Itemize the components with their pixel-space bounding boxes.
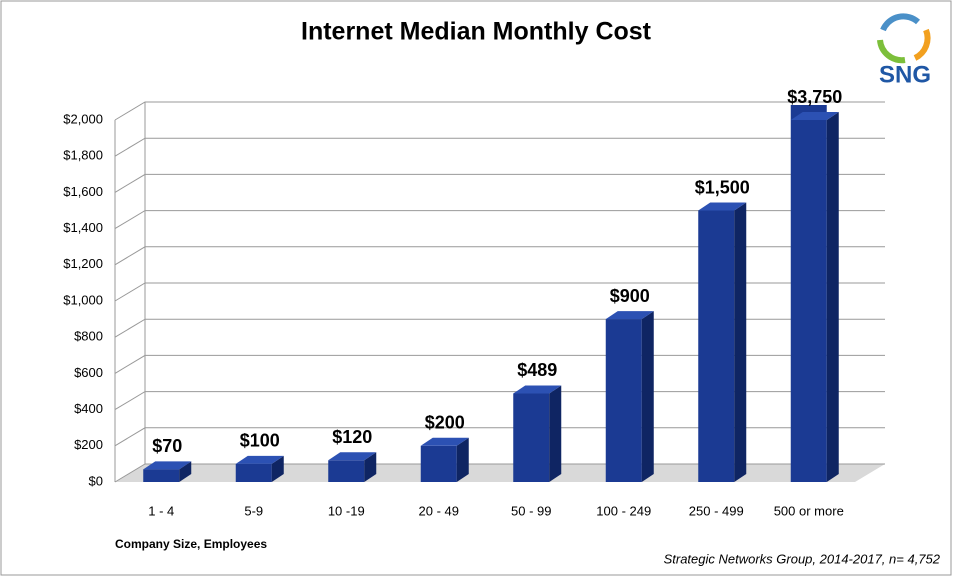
- y-tick-label: $0: [89, 473, 103, 488]
- bar-side: [179, 461, 192, 482]
- x-tick-label: 50 - 99: [511, 503, 551, 518]
- bar-side: [641, 311, 654, 482]
- bars: [143, 105, 827, 482]
- y-tick-label: $200: [74, 437, 103, 452]
- logo: SNG: [877, 13, 931, 88]
- value-label: $900: [610, 286, 650, 306]
- logo-text: SNG: [879, 61, 931, 88]
- bar: [143, 469, 180, 482]
- floor: [115, 464, 885, 482]
- bar-top: [235, 455, 284, 464]
- bar-top: [605, 311, 654, 320]
- x-tick-label: 5-9: [244, 503, 263, 518]
- x-axis-title: Company Size, Employees: [115, 537, 267, 551]
- y-tick-label: $1,000: [63, 292, 103, 307]
- bar: [235, 463, 272, 482]
- bar-side: [549, 385, 562, 482]
- source-note: Strategic Networks Group, 2014-2017, n= …: [664, 551, 941, 566]
- value-label: $489: [517, 360, 557, 380]
- bar-top: [420, 437, 469, 446]
- bar-top: [513, 385, 562, 394]
- logo-arrow: [877, 39, 906, 64]
- grid-line: [114, 282, 885, 302]
- x-tick-label: 1 - 4: [148, 503, 174, 518]
- grid-line: [114, 101, 885, 121]
- value-label: $200: [425, 413, 465, 433]
- x-tick-label: 100 - 249: [596, 503, 651, 518]
- chart-title: Internet Median Monthly Cost: [301, 18, 652, 46]
- bar: [698, 210, 735, 482]
- y-tick-label: $1,800: [63, 148, 103, 163]
- grid-line: [114, 137, 885, 157]
- y-tick-label: $1,400: [63, 220, 103, 235]
- value-label: $3,750: [787, 87, 842, 107]
- bar: [513, 393, 550, 482]
- y-tick-label: $2,000: [63, 111, 103, 126]
- bar-top: [790, 112, 839, 120]
- y-tick-label: $1,600: [63, 184, 103, 199]
- bar: [420, 445, 457, 482]
- bar-side: [826, 112, 839, 482]
- grid-line: [114, 246, 885, 266]
- logo-arrow: [913, 28, 931, 61]
- bar-side: [364, 452, 377, 482]
- bar-side: [456, 437, 469, 482]
- y-tick-label: $800: [74, 329, 103, 344]
- value-label: $1,500: [695, 177, 750, 197]
- x-tick-label: 500 or more: [774, 503, 844, 518]
- bar-top: [698, 202, 747, 211]
- x-tick-label: 10 -19: [328, 503, 365, 518]
- grid-line: [114, 173, 885, 193]
- y-tick-label: $600: [74, 365, 103, 380]
- bar-side: [734, 202, 747, 482]
- bar: [605, 319, 642, 482]
- value-label: $120: [332, 427, 372, 447]
- x-tick-label: 250 - 499: [689, 503, 744, 518]
- bar: [328, 460, 365, 482]
- y-tick-label: $400: [74, 401, 103, 416]
- x-tick-label: 20 - 49: [419, 503, 459, 518]
- y-tick-label: $1,200: [63, 256, 103, 271]
- bar-top: [143, 461, 192, 470]
- logo-arrow: [880, 13, 920, 32]
- value-label: $70: [152, 436, 182, 456]
- value-label: $100: [240, 431, 280, 451]
- bar-side: [271, 455, 284, 482]
- bar: [790, 105, 827, 482]
- bar-top: [328, 452, 377, 461]
- grid-line: [114, 210, 885, 230]
